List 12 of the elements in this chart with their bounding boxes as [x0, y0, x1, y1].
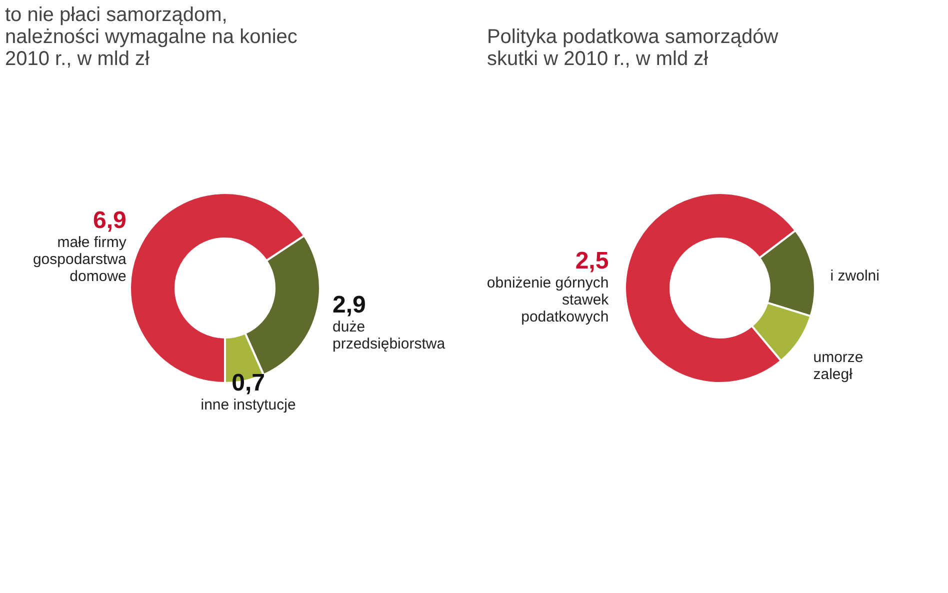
data-label: 0,7	[232, 370, 265, 397]
chart-title: to nie płaci samorządom, należności wymagalne na koniec 2010 r., w mld zł	[5, 4, 298, 70]
data-label: 6,9	[93, 206, 126, 234]
slice-label: umorze zaległ	[813, 349, 864, 384]
slice-label: inne instytucje	[200, 396, 296, 414]
data-label: 2,5	[575, 248, 609, 275]
slice-label: duże przedsiębiorstwa	[332, 318, 446, 352]
slice-label: obniżenie górnych stawek podatkowych	[486, 274, 610, 326]
data-label: 2,9	[332, 291, 366, 318]
chart-title: Polityka podatkowa samorządów skutki w 2010 r., w mld zł	[486, 26, 779, 70]
slice-label: i zwolni	[830, 268, 880, 285]
slice-label: małe firmy gospodarstwa domowe	[32, 234, 128, 285]
